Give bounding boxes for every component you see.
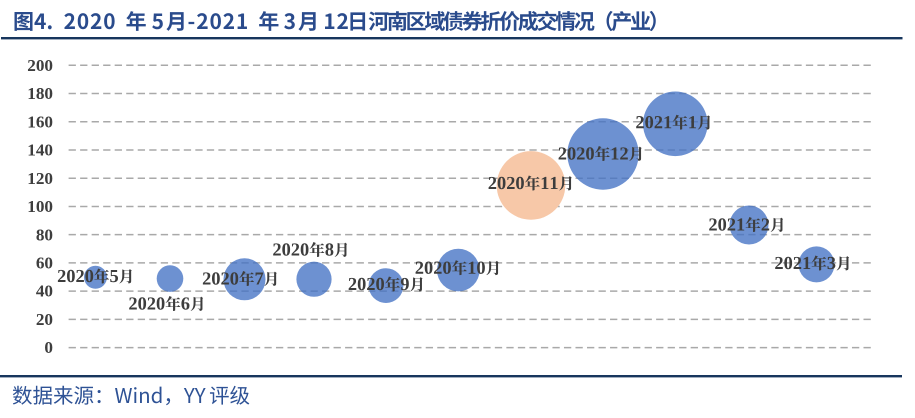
svg-text:120: 120 [27,169,53,188]
svg-text:140: 140 [27,141,53,160]
svg-text:180: 180 [27,84,53,103]
svg-text:60: 60 [36,254,53,273]
svg-text:100: 100 [27,197,53,216]
svg-text:40: 40 [36,282,53,301]
svg-text:80: 80 [36,225,53,244]
svg-text:20: 20 [36,310,53,329]
svg-text:200: 200 [27,56,53,75]
svg-text:0: 0 [44,338,53,357]
svg-text:160: 160 [27,112,53,131]
